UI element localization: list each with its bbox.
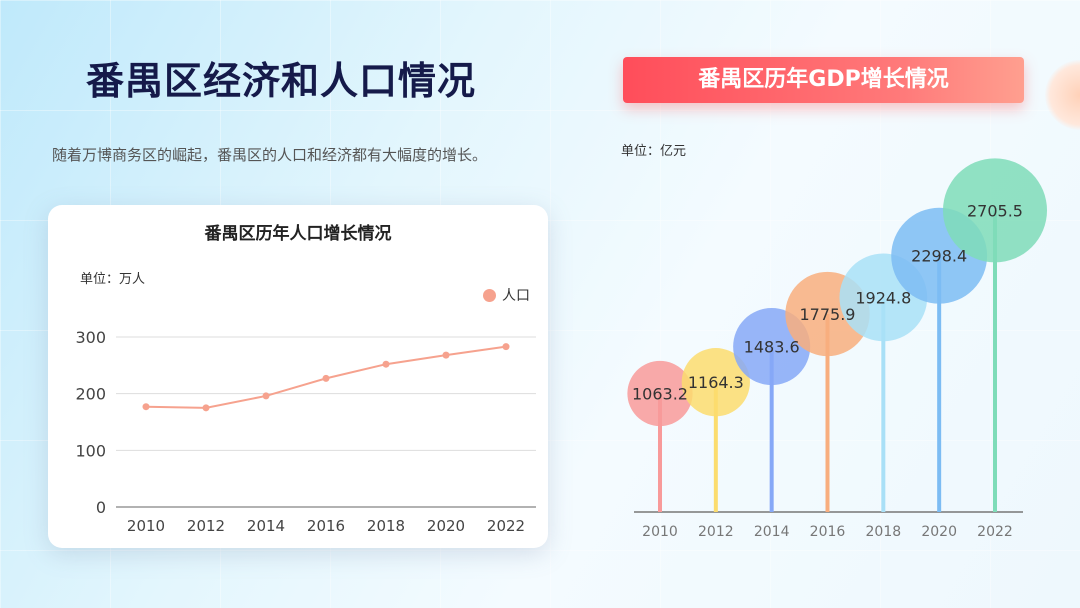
x-tick-label: 2016 xyxy=(307,517,345,535)
gdp-x-tick-label: 2016 xyxy=(810,524,846,540)
x-tick-label: 2022 xyxy=(487,517,525,535)
y-tick-label: 200 xyxy=(75,385,106,404)
gdp-data-label: 2298.4 xyxy=(911,247,967,266)
y-tick-label: 300 xyxy=(75,328,106,347)
population-chart-card: 番禺区历年人口增长情况 单位：万人 人口 xyxy=(48,205,548,548)
legend-label: 人口 xyxy=(502,288,530,304)
gdp-x-tick-label: 2012 xyxy=(698,524,734,540)
gdp-x-tick-label: 2022 xyxy=(977,524,1013,540)
population-point xyxy=(142,403,150,411)
population-point xyxy=(502,343,510,351)
gdp-x-tick-label: 2020 xyxy=(921,524,957,540)
x-tick-label: 2018 xyxy=(367,517,405,535)
population-legend[interactable]: 人口 xyxy=(483,285,530,305)
population-point xyxy=(382,360,390,368)
population-chart-title: 番禺区历年人口增长情况 xyxy=(204,224,392,244)
gdp-unit: 单位：亿元 xyxy=(621,144,687,159)
gdp-chart-title: 番禺区历年GDP增长情况 xyxy=(623,57,1024,103)
gdp-data-label: 1924.8 xyxy=(855,288,911,307)
gdp-x-tick-label: 2018 xyxy=(866,524,902,540)
gdp-bubble xyxy=(627,360,693,427)
gdp-bubble xyxy=(681,348,750,417)
page-title: 番禺区经济和人口情况 xyxy=(86,59,477,103)
gdp-data-label: 1063.2 xyxy=(632,384,688,403)
gdp-data-label: 2705.5 xyxy=(967,201,1023,220)
population-point xyxy=(442,351,450,359)
gdp-bubble xyxy=(942,158,1048,263)
population-point xyxy=(262,392,270,400)
x-tick-label: 2012 xyxy=(187,517,225,535)
population-point xyxy=(322,374,330,382)
gdp-x-tick-label: 2014 xyxy=(754,524,790,540)
legend-dot-icon xyxy=(483,288,496,302)
x-tick-label: 2020 xyxy=(427,517,465,535)
page-description: 随着万博商务区的崛起，番禺区的人口和经济都有大幅度的增长。 xyxy=(52,146,488,164)
y-tick-label: 0 xyxy=(96,498,106,517)
x-tick-label: 2010 xyxy=(127,517,165,535)
x-tick-label: 2014 xyxy=(247,517,285,535)
population-unit: 单位：万人 xyxy=(80,272,146,287)
gdp-data-label: 1775.9 xyxy=(800,305,856,324)
y-tick-label: 100 xyxy=(75,441,106,460)
gdp-data-label: 1164.3 xyxy=(688,373,744,392)
gdp-data-label: 1483.6 xyxy=(744,338,800,357)
population-point xyxy=(202,404,210,412)
gdp-x-tick-label: 2010 xyxy=(642,524,678,540)
